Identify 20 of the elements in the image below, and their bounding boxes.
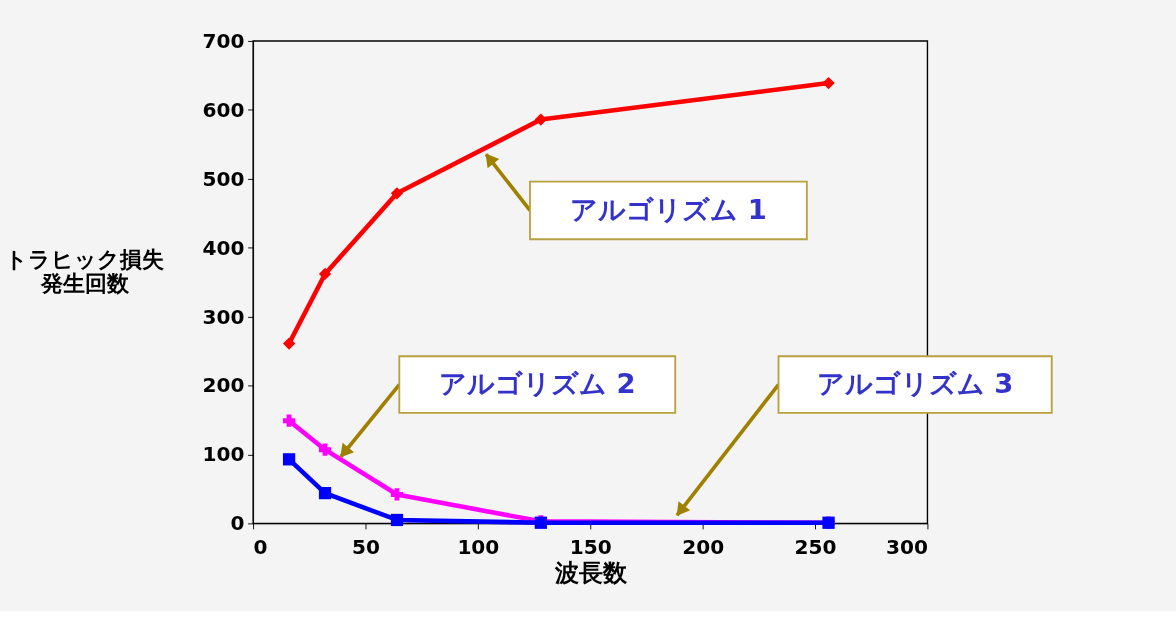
x-tick-label: 100 [457, 535, 500, 560]
y-tick-label: 300 [202, 304, 245, 329]
y-tick-label: 200 [202, 373, 245, 398]
x-axis-title: 波長数 [553, 558, 628, 587]
annotation: アルゴリズム 1 [570, 193, 767, 225]
y-tick-label: 600 [202, 97, 245, 122]
y-tick-label: 400 [202, 235, 245, 260]
x-tick-label: 0 [253, 535, 268, 560]
y-tick-label: 0 [230, 511, 245, 536]
x-tick-label: 250 [794, 535, 837, 560]
annotation: アルゴリズム 3 [816, 367, 1014, 399]
x-tick-label: 150 [569, 535, 612, 560]
y-tick-label: 700 [202, 28, 245, 53]
x-tick-label: 50 [351, 535, 380, 560]
x-tick-label: 300 [885, 535, 928, 560]
y-axis-title: トラヒック損失発生回数 [5, 247, 165, 296]
x-tick-label: 200 [682, 535, 725, 560]
annotation: アルゴリズム 2 [438, 367, 636, 399]
y-tick-label: 100 [202, 442, 245, 467]
y-tick-label: 500 [202, 166, 245, 191]
